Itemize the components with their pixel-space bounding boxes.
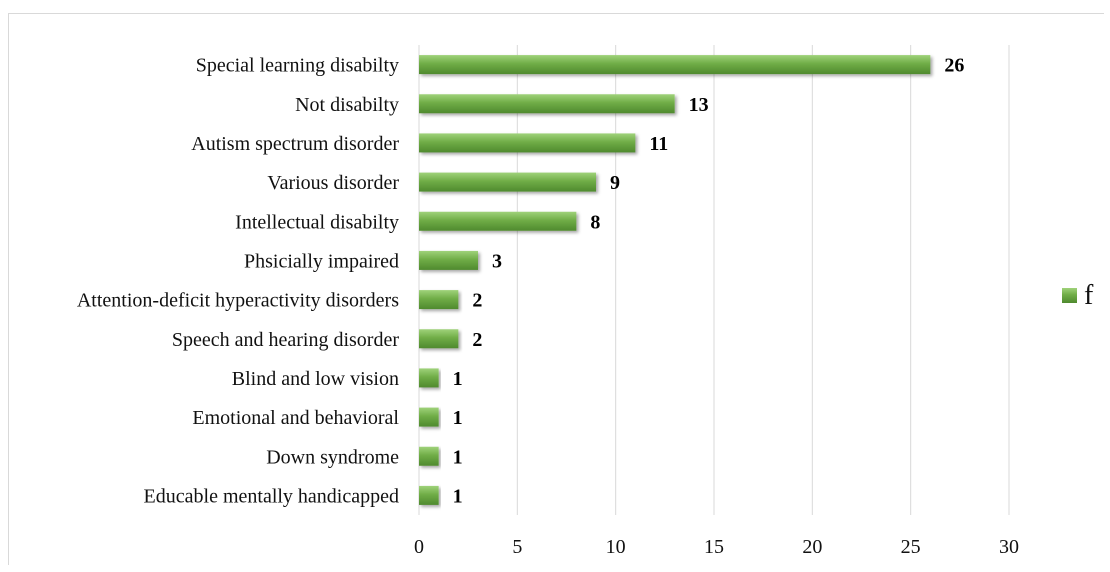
data-label: 1: [453, 446, 463, 468]
bar-9: [419, 407, 439, 427]
gridlines: [418, 45, 1010, 515]
data-label: 1: [453, 485, 463, 507]
data-label: 8: [590, 211, 600, 233]
legend-label: f: [1084, 280, 1094, 311]
category-label: Educable mentally handicapped: [144, 485, 399, 507]
category-label: Not disabilty: [295, 94, 399, 116]
bar-5: [419, 250, 478, 270]
bar-8: [419, 368, 439, 388]
bar-10: [419, 446, 439, 466]
bar-0: [419, 55, 931, 75]
data-label: 26: [944, 55, 964, 77]
bar-7: [419, 329, 459, 349]
category-label: Various disorder: [267, 172, 399, 194]
bars: [419, 55, 931, 505]
x-tick-label: 10: [606, 536, 626, 558]
x-tick-label: 20: [802, 536, 822, 558]
bar-2: [419, 133, 636, 153]
data-label: 1: [453, 368, 463, 390]
x-tick-label: 25: [901, 536, 921, 558]
bar-11: [419, 485, 439, 505]
category-label: Special learning disabilty: [196, 55, 399, 77]
category-label: Intellectual disabilty: [235, 211, 399, 233]
bar-3: [419, 172, 596, 192]
category-label: Emotional and behavioral: [192, 407, 399, 429]
category-label: Blind and low vision: [232, 368, 399, 390]
x-axis-ticks: 0 5 10 15 20 25 30: [414, 536, 1019, 558]
x-tick-label: 30: [999, 536, 1019, 558]
x-tick-label: 15: [704, 536, 724, 558]
legend-swatch: [1062, 288, 1077, 303]
category-label: Autism spectrum disorder: [191, 133, 399, 155]
data-label: 11: [649, 133, 668, 155]
data-label: 2: [472, 329, 482, 351]
data-label: 3: [492, 250, 502, 272]
data-label: 1: [453, 407, 463, 429]
data-label: 2: [472, 290, 482, 312]
bar-4: [419, 211, 577, 231]
legend: f: [1062, 280, 1094, 311]
data-label: 9: [610, 172, 620, 194]
category-label: Phsicially impaired: [244, 250, 399, 272]
bar-1: [419, 94, 675, 114]
bar-6: [419, 290, 459, 310]
category-label: Speech and hearing disorder: [172, 329, 399, 351]
category-labels: Special learning disabilty Not disabilty A…: [77, 55, 400, 508]
chart-frame: [8, 13, 1104, 565]
data-label: 13: [689, 94, 709, 116]
category-label: Attention-deficit hyperactivity disorder…: [77, 290, 399, 312]
x-tick-label: 5: [512, 536, 522, 558]
category-label: Down syndrome: [266, 446, 399, 468]
x-tick-label: 0: [414, 536, 424, 558]
